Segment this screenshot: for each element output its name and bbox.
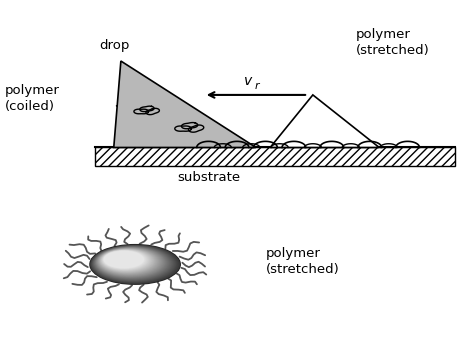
Ellipse shape (91, 245, 179, 284)
Ellipse shape (91, 245, 176, 282)
Bar (95, 147, 455, 166)
Ellipse shape (102, 250, 147, 270)
Ellipse shape (92, 246, 174, 281)
Text: polymer
(stretched): polymer (stretched) (265, 246, 339, 276)
Text: polymer
(coiled): polymer (coiled) (5, 84, 60, 113)
Ellipse shape (99, 248, 157, 274)
Ellipse shape (95, 247, 167, 279)
Ellipse shape (96, 247, 165, 278)
Ellipse shape (92, 246, 175, 282)
Text: polymer
(stretched): polymer (stretched) (356, 28, 429, 57)
Ellipse shape (91, 245, 177, 283)
Ellipse shape (96, 247, 163, 277)
Text: drop: drop (100, 39, 130, 52)
Ellipse shape (93, 246, 173, 281)
Ellipse shape (97, 248, 162, 276)
Ellipse shape (101, 250, 149, 271)
Ellipse shape (103, 251, 145, 269)
Ellipse shape (100, 249, 154, 273)
Ellipse shape (100, 249, 155, 273)
Text: substrate: substrate (177, 172, 240, 184)
Ellipse shape (103, 251, 144, 268)
Ellipse shape (97, 248, 161, 276)
Ellipse shape (90, 245, 180, 284)
Ellipse shape (91, 245, 178, 283)
Ellipse shape (94, 246, 170, 279)
Ellipse shape (90, 245, 180, 284)
Ellipse shape (100, 249, 153, 272)
Ellipse shape (94, 246, 171, 280)
Ellipse shape (95, 247, 166, 278)
Text: v: v (244, 74, 252, 88)
Text: r: r (255, 81, 259, 91)
Ellipse shape (103, 250, 146, 269)
Ellipse shape (93, 246, 172, 280)
Ellipse shape (96, 247, 164, 277)
Polygon shape (114, 61, 256, 147)
Ellipse shape (101, 250, 150, 271)
Ellipse shape (94, 247, 168, 279)
Ellipse shape (99, 248, 158, 274)
Polygon shape (270, 95, 379, 147)
Ellipse shape (98, 248, 160, 275)
Ellipse shape (98, 248, 159, 275)
Ellipse shape (102, 250, 148, 270)
Ellipse shape (99, 249, 156, 274)
Ellipse shape (101, 250, 152, 272)
